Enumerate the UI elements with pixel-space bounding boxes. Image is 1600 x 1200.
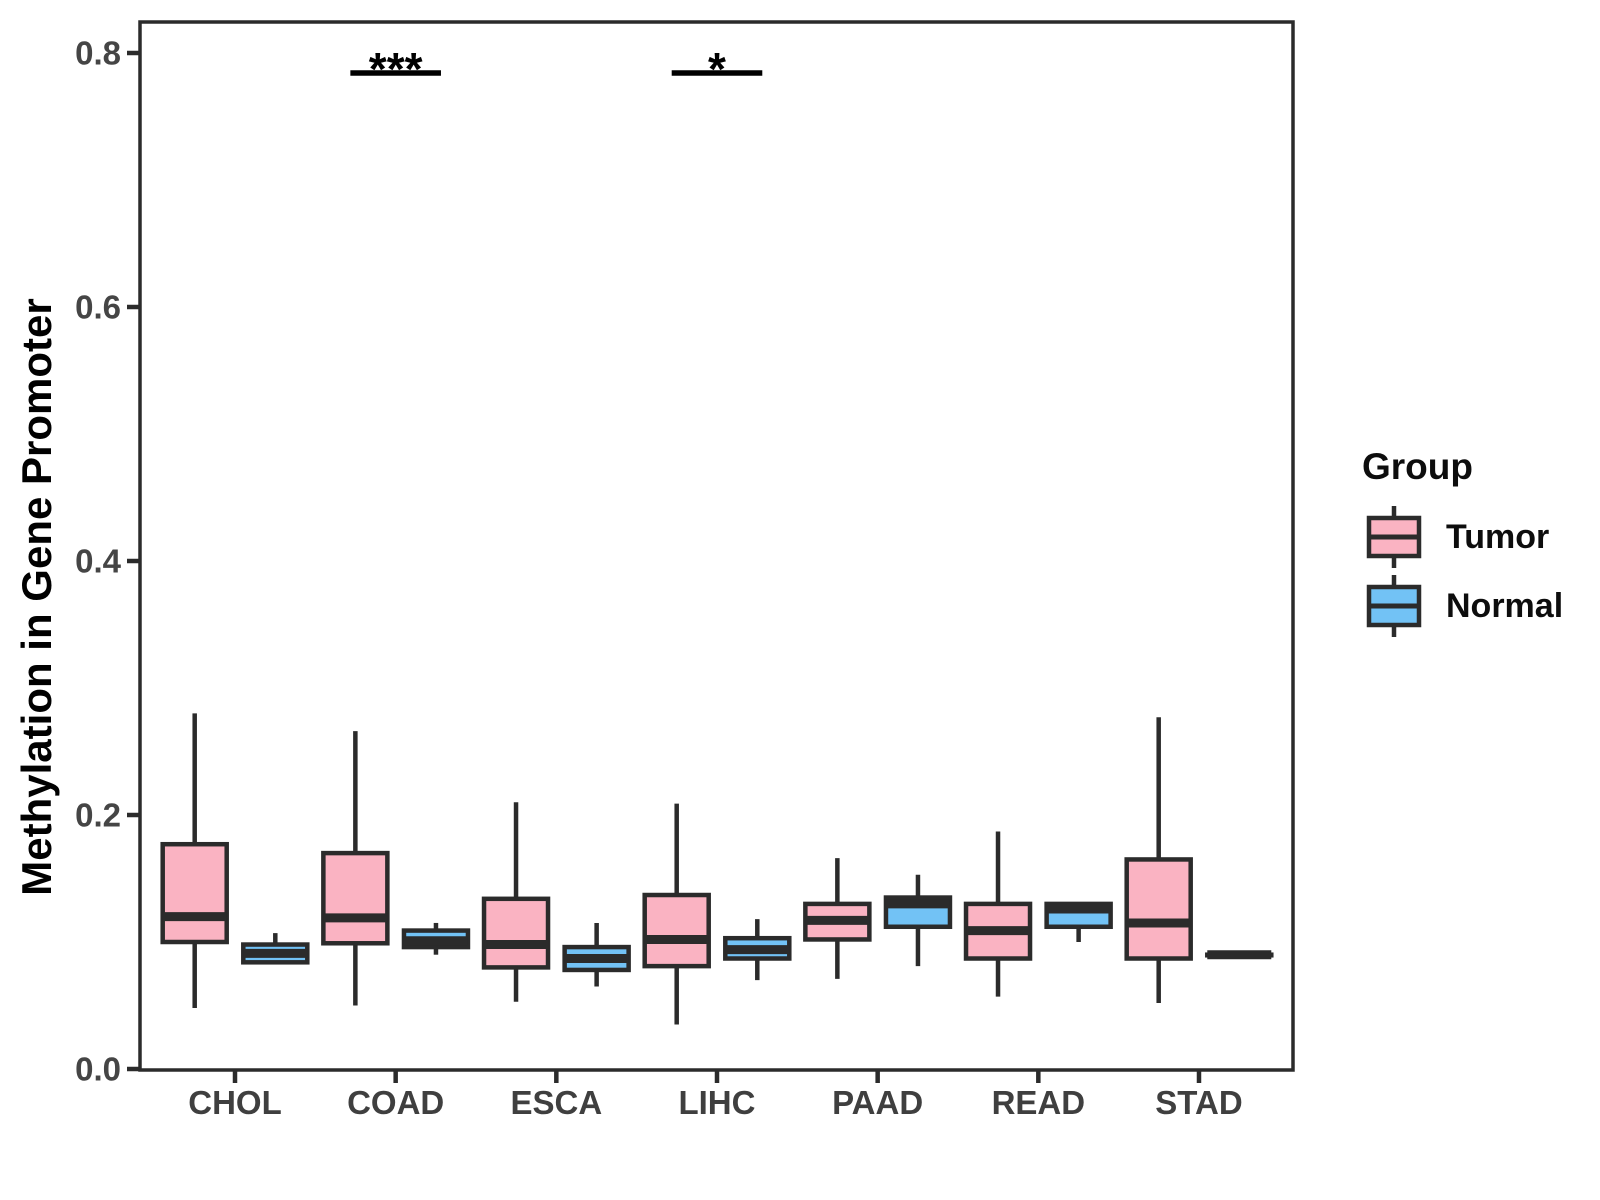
x-tick-label-CHOL: CHOL [188, 1084, 282, 1121]
box-PAAD-tumor [803, 858, 872, 979]
box-READ-tumor [963, 831, 1033, 997]
box-LIHC-normal [723, 919, 792, 981]
box-STAD-tumor [1124, 717, 1193, 1003]
x-tick-label-PAAD: PAAD [832, 1084, 923, 1121]
y-tick-label-0.2: 0.2 [75, 797, 121, 834]
x-tick-label-LIHC: LIHC [678, 1084, 755, 1121]
legend-item-tumor: Tumor [1338, 504, 1563, 570]
plot-panel-border [138, 20, 1295, 1072]
tumor-boxplot-key-icon [1366, 506, 1422, 568]
normal-boxplot-key-icon [1366, 575, 1422, 637]
box-READ-normal [1044, 901, 1113, 942]
legend-item-label: Tumor [1446, 517, 1550, 556]
iqr-box-STAD-tumor [1124, 857, 1193, 961]
y-tick-label-0.8: 0.8 [75, 35, 121, 72]
significance-stars-LIHC: * [708, 43, 726, 95]
box-COAD-normal [401, 922, 471, 955]
x-tick-label-STAD: STAD [1155, 1084, 1242, 1121]
y-tick-label-0.6: 0.6 [75, 289, 121, 326]
box-ESCA-tumor [481, 802, 551, 1002]
legend-title: Group [1362, 446, 1473, 487]
x-tick-label-READ: READ [992, 1084, 1086, 1121]
significance-stars-COAD: *** [369, 43, 423, 95]
legend-item-normal: Normal [1338, 573, 1563, 639]
box-COAD-tumor [321, 731, 390, 1006]
box-PAAD-normal [883, 874, 953, 967]
box-STAD-normal [1205, 950, 1274, 960]
y-tick-label-0.4: 0.4 [75, 543, 122, 580]
x-tick-label-ESCA: ESCA [510, 1084, 602, 1121]
iqr-box-LIHC-tumor [642, 892, 711, 969]
y-axis-title: Methylation in Gene Promoter [13, 298, 60, 896]
iqr-box-COAD-tumor [321, 850, 390, 946]
y-tick-label-0.0: 0.0 [75, 1051, 121, 1088]
iqr-box-CHOL-tumor [160, 841, 229, 945]
legend-item-label: Normal [1446, 586, 1564, 625]
box-LIHC-tumor [642, 803, 711, 1025]
iqr-box-ESCA-tumor [481, 896, 551, 970]
x-tick-label-COAD: COAD [347, 1084, 444, 1121]
box-CHOL-normal [241, 933, 310, 965]
legend: Group Tumor Normal [1338, 446, 1563, 642]
box-CHOL-tumor [160, 713, 229, 1009]
box-ESCA-normal [562, 922, 631, 987]
